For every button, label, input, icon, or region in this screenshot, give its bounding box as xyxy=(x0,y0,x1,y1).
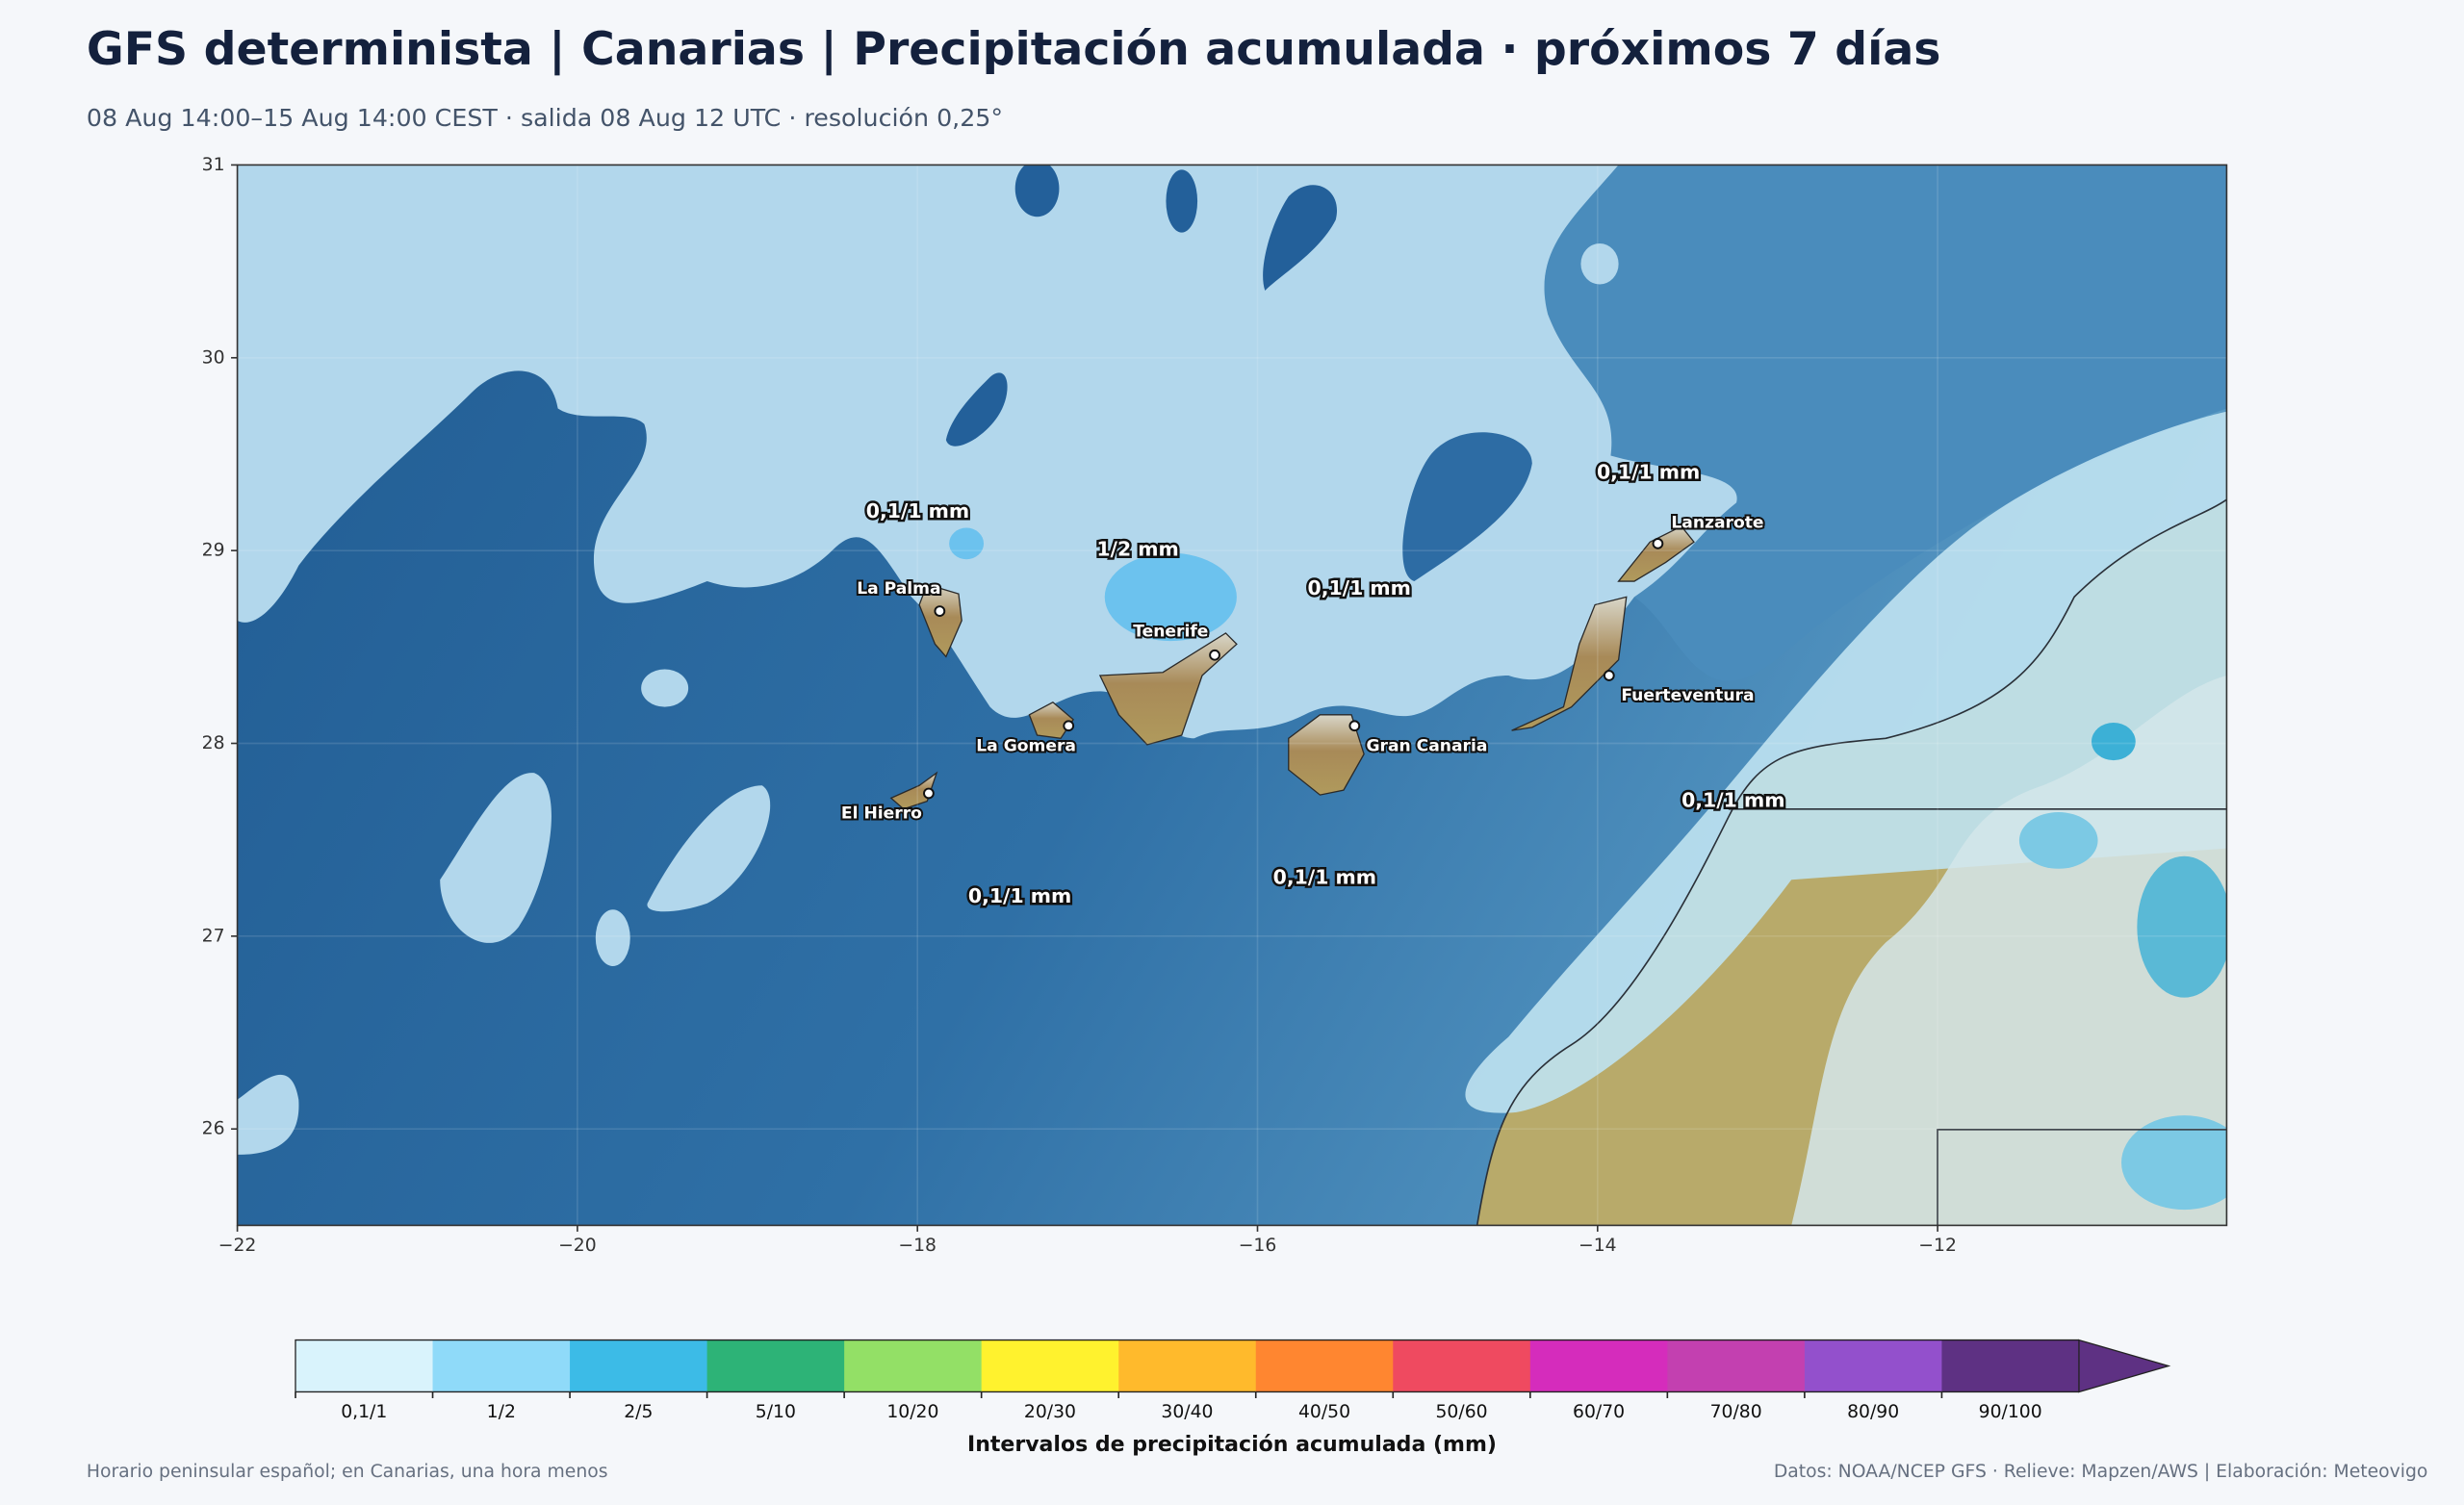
town-marker xyxy=(1652,537,1664,549)
precip-area xyxy=(2121,1115,2227,1211)
island xyxy=(918,583,962,658)
island-label: La Gomera xyxy=(976,736,1076,755)
precip-area xyxy=(647,785,771,912)
y-tick-label: 28 xyxy=(202,733,225,753)
precip-label: 1/2 mm xyxy=(1096,537,1178,560)
legend-swatch xyxy=(1118,1339,1257,1392)
town-marker xyxy=(923,787,935,800)
legend-swatch xyxy=(981,1339,1120,1392)
island xyxy=(1617,525,1695,582)
x-tick-label: −14 xyxy=(1578,1236,1617,1256)
island xyxy=(889,771,938,810)
x-tick-label: −20 xyxy=(558,1236,597,1256)
x-tick-label: −16 xyxy=(1239,1236,1277,1256)
town-marker xyxy=(1209,649,1220,661)
island-label: El Hierro xyxy=(841,804,922,824)
island-label: Fuerteventura xyxy=(1621,686,1754,705)
sea-deep xyxy=(1263,185,1338,292)
sea-deep xyxy=(1166,169,1198,233)
precip-area xyxy=(949,527,985,560)
border xyxy=(1728,807,2227,1226)
town-marker xyxy=(1063,720,1075,732)
legend-label: 50/60 xyxy=(1435,1402,1487,1422)
legend-label: 70/80 xyxy=(1710,1402,1762,1422)
legend-extend xyxy=(2078,1339,2171,1393)
town-marker xyxy=(1348,720,1361,732)
precip-area xyxy=(1580,243,1619,285)
subtitle: 08 Aug 14:00–15 Aug 14:00 CEST · salida … xyxy=(87,104,1003,132)
footer-right: Datos: NOAA/NCEP GFS · Relieve: Mapzen/A… xyxy=(1774,1462,2428,1482)
precip-area xyxy=(1465,411,2227,1113)
legend-label: 0,1/1 xyxy=(341,1402,387,1422)
legend-title: Intervalos de precipitación acumulada (m… xyxy=(967,1433,1497,1457)
legend-swatch xyxy=(1941,1339,2080,1392)
legend-swatch xyxy=(1667,1339,1806,1392)
legend-swatch xyxy=(1804,1339,1943,1392)
island-label: La Palma xyxy=(857,579,940,599)
island-label: Lanzarote xyxy=(1671,514,1763,533)
y-tick-label: 27 xyxy=(202,926,225,946)
precip-area xyxy=(1791,676,2227,1226)
precip-label: 0,1/1 mm xyxy=(1273,866,1376,889)
legend-label: 90/100 xyxy=(1979,1402,2042,1422)
legend-swatch xyxy=(1393,1339,1531,1392)
legend-swatch xyxy=(844,1339,983,1392)
x-tick-label: −12 xyxy=(1918,1236,1957,1256)
legend-label: 5/10 xyxy=(756,1402,796,1422)
precip-area xyxy=(237,1075,299,1155)
y-tick-label: 29 xyxy=(202,541,225,561)
island-label: Tenerife xyxy=(1133,622,1208,641)
precip-area xyxy=(2137,855,2227,998)
precip-area xyxy=(1104,552,1237,642)
sea-deep xyxy=(1014,165,1060,217)
legend-frame xyxy=(295,1339,2079,1393)
title: GFS determinista | Canarias | Precipitac… xyxy=(87,23,1941,76)
legend-swatch xyxy=(1255,1339,1395,1392)
x-tick-label: −22 xyxy=(218,1236,257,1256)
legend-label: 80/90 xyxy=(1847,1402,1899,1422)
legend-swatch xyxy=(1529,1339,1669,1392)
x-tick-label: −18 xyxy=(898,1236,937,1256)
footer-left: Horario peninsular español; en Canarias,… xyxy=(87,1462,608,1482)
legend-label: 20/30 xyxy=(1024,1402,1076,1422)
legend-swatch xyxy=(432,1339,571,1392)
y-tick-label: 26 xyxy=(202,1119,225,1139)
legend-label: 60/70 xyxy=(1573,1402,1625,1422)
legend-label: 30/40 xyxy=(1161,1402,1213,1422)
island xyxy=(1098,632,1238,746)
sea-deep xyxy=(1402,432,1532,582)
precip-area xyxy=(595,909,630,967)
legend-label: 10/20 xyxy=(886,1402,938,1422)
island xyxy=(1288,714,1365,796)
town-marker xyxy=(934,605,946,617)
precip-area xyxy=(641,669,689,707)
legend-swatch xyxy=(295,1339,434,1392)
island xyxy=(1511,596,1628,731)
y-tick-label: 30 xyxy=(202,347,225,368)
town-marker xyxy=(1603,670,1615,681)
legend-swatch xyxy=(570,1339,708,1392)
precip-label: 0,1/1 mm xyxy=(866,499,969,523)
precip-label: 0,1/1 mm xyxy=(1308,576,1411,599)
map xyxy=(237,165,2227,1226)
sea-shelf xyxy=(1544,165,2227,681)
map-frame xyxy=(236,164,2228,1227)
legend-label: 2/5 xyxy=(624,1402,653,1422)
legend-swatch xyxy=(706,1339,845,1392)
sea-deep xyxy=(945,372,1008,446)
precip-area xyxy=(237,165,1737,739)
precip-area xyxy=(2018,812,2098,869)
precip-area xyxy=(2092,722,2136,761)
precip-label: 0,1/1 mm xyxy=(1681,789,1784,812)
coastline xyxy=(1476,498,2227,1226)
legend-label: 1/2 xyxy=(487,1402,516,1422)
precip-area xyxy=(440,773,552,943)
legend-label: 40/50 xyxy=(1298,1402,1350,1422)
precip-label: 0,1/1 mm xyxy=(968,884,1071,907)
y-tick-label: 31 xyxy=(202,155,225,175)
island-label: Gran Canaria xyxy=(1366,736,1487,755)
precip-label: 0,1/1 mm xyxy=(1597,460,1700,483)
